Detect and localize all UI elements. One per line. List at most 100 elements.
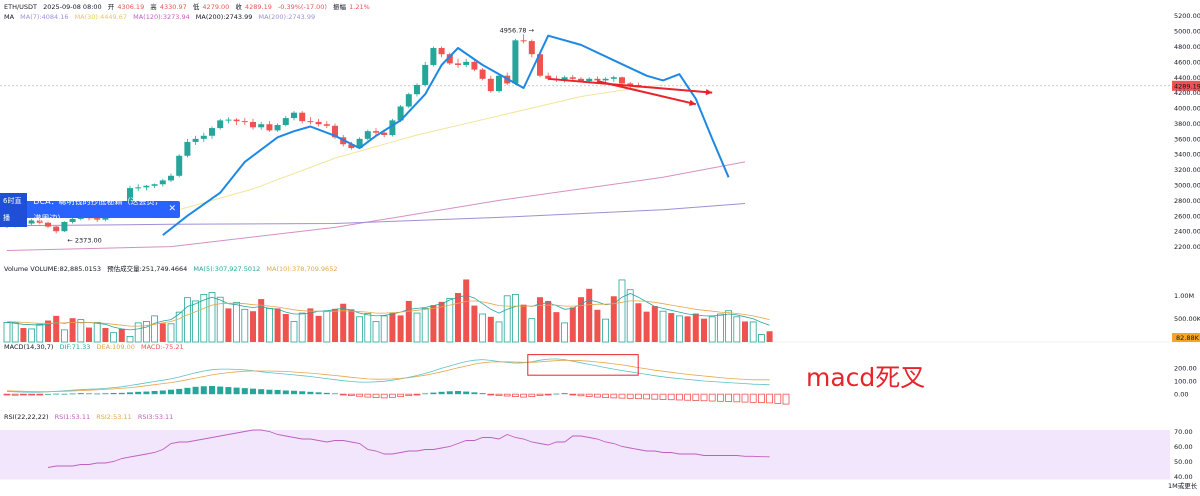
candle bbox=[143, 185, 150, 191]
candle-body bbox=[307, 121, 314, 123]
ma-legend-item: MA(120):3273.94 bbox=[133, 13, 190, 21]
volume-bar bbox=[438, 301, 445, 342]
candle-body bbox=[619, 77, 625, 84]
macd-bar bbox=[536, 393, 544, 396]
volume-bar bbox=[233, 301, 241, 343]
candle-body bbox=[471, 61, 478, 70]
price-tick-label: 5200.00 bbox=[1174, 12, 1200, 20]
volume-forecast: 预估成交量:251,749.4664 bbox=[107, 264, 187, 273]
candle bbox=[414, 83, 420, 97]
rsi-legend[interactable]: RSI(22,22,22) RSI1:53.11 RSI2:53.11 RSI3… bbox=[4, 413, 173, 421]
candle-body bbox=[151, 184, 158, 186]
close-icon[interactable]: ✕ bbox=[168, 204, 176, 214]
volume-bar bbox=[134, 322, 142, 343]
macd-bar bbox=[53, 393, 60, 395]
volume-bar bbox=[701, 318, 707, 342]
volume-ma1: MA(5):307,927.5012 bbox=[193, 265, 260, 273]
volume-bar bbox=[69, 318, 76, 342]
dca-text[interactable]: DCA：聪明钱的抄底秘籍（送会员，满周边） bbox=[33, 196, 163, 223]
macd-tick-label: 0.00 bbox=[1174, 391, 1188, 399]
ma-legend-label: MA bbox=[4, 13, 15, 21]
dca-banner[interactable]: 6时直播 DCA：聪明钱的抄底秘籍（送会员，满周边） ✕ bbox=[0, 192, 180, 227]
candle-body bbox=[422, 64, 429, 85]
volume-bar bbox=[175, 311, 183, 343]
candle-body bbox=[299, 112, 306, 122]
volume-bar bbox=[471, 305, 478, 342]
ma-legend[interactable]: MA MA(7):4084.16 MA(30):4449.67 MA(120):… bbox=[4, 13, 315, 21]
macd-bar bbox=[291, 390, 297, 395]
candle bbox=[373, 128, 379, 136]
macd-bar bbox=[667, 393, 675, 401]
volume-bar bbox=[332, 308, 338, 342]
candle-body bbox=[266, 124, 273, 131]
volume-bar bbox=[241, 308, 249, 343]
volume-ma-line bbox=[6, 293, 770, 331]
macd-bar bbox=[635, 393, 642, 400]
candle-body bbox=[168, 175, 174, 181]
candle-body bbox=[455, 63, 461, 65]
candle-body bbox=[200, 135, 207, 139]
volume-bar bbox=[405, 300, 412, 342]
red-arrow-head bbox=[705, 88, 713, 96]
volume-bar bbox=[340, 303, 347, 342]
candle bbox=[471, 60, 478, 72]
candle-body bbox=[381, 132, 388, 135]
macd-tick-label: 100.00 bbox=[1174, 378, 1197, 386]
candle-body bbox=[446, 54, 453, 64]
macd-bar bbox=[168, 389, 174, 395]
macd-bar bbox=[110, 392, 117, 395]
volume-bar bbox=[676, 315, 683, 343]
candle bbox=[258, 121, 265, 130]
macd-bar bbox=[200, 386, 207, 395]
macd-bar bbox=[553, 393, 560, 395]
candle bbox=[266, 121, 273, 132]
price-tick-label: 2200.00 bbox=[1174, 243, 1200, 251]
macd-bar bbox=[651, 393, 659, 400]
candle bbox=[619, 76, 625, 85]
macd-bar bbox=[69, 393, 76, 395]
macd-bar bbox=[782, 393, 790, 405]
candle-body bbox=[348, 144, 355, 149]
macd-bar bbox=[725, 393, 732, 402]
macd-bar bbox=[749, 393, 757, 403]
candle bbox=[496, 74, 502, 93]
macd-bar bbox=[626, 393, 634, 399]
candle bbox=[192, 135, 199, 146]
volume-bar bbox=[602, 318, 609, 343]
volume-bar bbox=[446, 298, 454, 343]
volume-legend[interactable]: Volume VOLUME:82,885.0153 预估成交量:251,749.… bbox=[4, 264, 337, 273]
volume-bar bbox=[200, 293, 208, 343]
macd-bar bbox=[413, 393, 421, 396]
volume-bar bbox=[290, 321, 298, 343]
volume-ma-line bbox=[6, 300, 770, 327]
macd-bar bbox=[347, 393, 355, 396]
macd-legend[interactable]: MACD(14,30,7) DIF:71.33 DEA:109.00 MACD:… bbox=[4, 343, 184, 351]
volume-bar bbox=[364, 313, 372, 343]
volume-bar bbox=[110, 332, 117, 343]
candle-body bbox=[209, 128, 215, 136]
volume-bar bbox=[167, 323, 175, 343]
price-tick-label: 4400.00 bbox=[1174, 74, 1200, 82]
macd-legend-text: MACD(14,30,7) bbox=[4, 343, 53, 351]
macd-bar bbox=[397, 393, 405, 397]
candle-body bbox=[315, 121, 322, 125]
candle-body bbox=[94, 218, 101, 220]
macd-bar bbox=[250, 388, 256, 395]
macd-bar bbox=[733, 393, 741, 403]
macd-bar bbox=[692, 393, 700, 401]
price-tick-label: 4800.00 bbox=[1174, 43, 1200, 51]
price-panel: 5200.00 5000.00 4800.00 4600.00 4400.004289.… bbox=[0, 12, 1200, 251]
rsi-tick-label: 70.00 bbox=[1174, 428, 1193, 436]
candle bbox=[209, 126, 215, 139]
macd-bar bbox=[422, 393, 429, 395]
candle bbox=[135, 184, 142, 192]
candle-body bbox=[545, 75, 552, 79]
volume-bar bbox=[397, 315, 404, 342]
dca-tag[interactable]: 6时直播 bbox=[0, 192, 28, 227]
macd-bar bbox=[774, 393, 782, 404]
candle bbox=[45, 220, 51, 229]
volume-bar bbox=[742, 321, 748, 342]
candle-body bbox=[61, 221, 68, 232]
volume-bar bbox=[610, 296, 617, 342]
